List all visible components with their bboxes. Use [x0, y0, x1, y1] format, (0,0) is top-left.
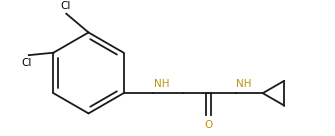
Text: NH: NH: [154, 79, 169, 89]
Text: O: O: [204, 120, 213, 130]
Text: Cl: Cl: [60, 1, 70, 11]
Text: NH: NH: [236, 79, 252, 89]
Text: Cl: Cl: [22, 58, 32, 68]
